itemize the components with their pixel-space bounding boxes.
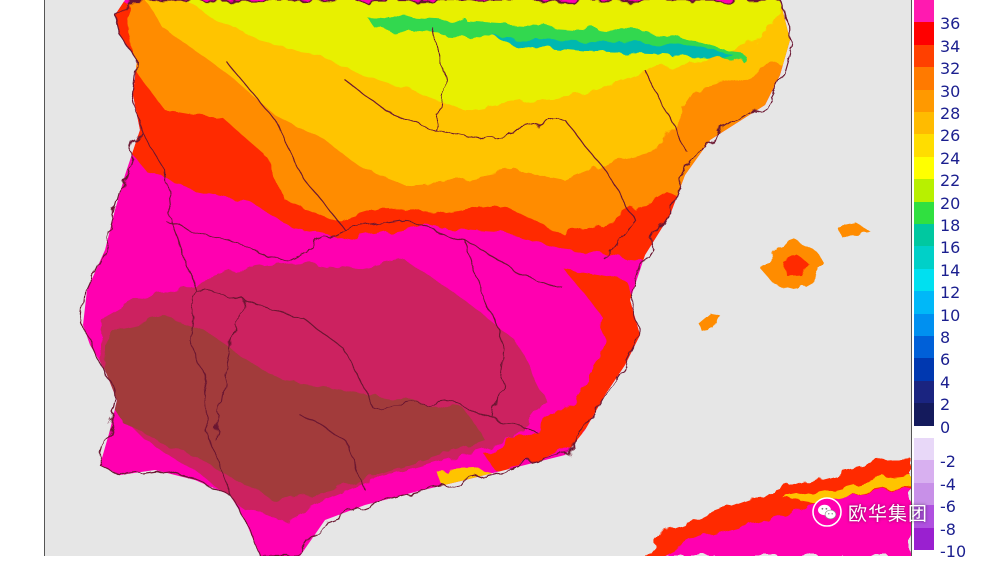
balearic-islands [697, 224, 871, 332]
legend-swatch [914, 22, 934, 45]
legend-label: -8 [940, 519, 956, 539]
legend-label: 36 [940, 14, 961, 34]
legend-label: 24 [940, 148, 961, 168]
legend-swatch [914, 179, 934, 202]
legend-label: 20 [940, 193, 961, 213]
ibiza [697, 312, 721, 332]
border-line [644, 69, 686, 151]
legend-label: 12 [940, 283, 961, 303]
legend-label: -4 [940, 474, 956, 494]
legend-swatch [914, 336, 934, 359]
legend-swatch [914, 268, 934, 292]
legend-label: 18 [940, 216, 961, 235]
legend-label: 4 [940, 372, 951, 392]
legend-swatch [914, 380, 934, 404]
legend-swatch [914, 527, 934, 550]
border-line [224, 59, 346, 231]
border-line [164, 219, 346, 261]
legend-label: 26 [940, 126, 961, 146]
border-line [214, 299, 246, 441]
legend-swatch [914, 0, 934, 23]
legend-swatch [914, 44, 934, 68]
region-borders [139, 29, 686, 496]
coastline [82, 0, 791, 556]
legend-swatch [914, 156, 934, 180]
band-14-pyrenees [495, 38, 735, 60]
legend-swatch [914, 67, 934, 90]
legend-label: -2 [940, 452, 956, 472]
portugal-border [139, 129, 231, 496]
legend-swatch [914, 460, 934, 483]
legend-label: 34 [940, 36, 961, 56]
legend-swatch [914, 438, 934, 461]
wechat-icon [812, 497, 842, 527]
mallorca-core [783, 255, 807, 276]
legend-swatch [914, 482, 934, 506]
band-peak-southwest [105, 318, 485, 500]
legend-swatch [914, 358, 934, 381]
north-africa [645, 458, 911, 556]
legend-swatch [914, 313, 934, 336]
legend-label: -6 [940, 497, 956, 517]
border-line [194, 289, 376, 411]
africa-band-36 [665, 488, 911, 556]
temperature-map [44, 0, 912, 556]
legend-label: 22 [940, 171, 961, 191]
border-line [564, 119, 636, 261]
legend-swatch [914, 89, 934, 112]
legend-label: 32 [940, 59, 961, 79]
map-canvas [45, 0, 911, 556]
legend-swatch [914, 291, 934, 314]
legend-label: 0 [940, 417, 951, 437]
legend-label: 10 [940, 305, 961, 325]
legend-swatch [914, 112, 934, 135]
legend-label: 8 [940, 328, 951, 347]
border-line [434, 29, 446, 131]
temperature-legend: 36 34 32 30 28 26 24 22 20 18 16 14 12 10 8 6 4 2 0 -2 -4 -6-… [914, 0, 990, 561]
watermark: 欧华集团 [812, 495, 928, 529]
legend-label: 2 [940, 395, 951, 415]
africa-band-26 [785, 476, 911, 505]
legend-swatch [914, 134, 934, 157]
border-line [464, 239, 506, 421]
border-line [294, 409, 366, 491]
band-34-southeast-coast [485, 270, 645, 470]
menorca [838, 224, 871, 240]
band-22 [185, 0, 785, 110]
legend-label: 6 [940, 350, 951, 370]
legend-label: 16 [940, 238, 961, 258]
watermark-text: 欧华集团 [848, 502, 929, 525]
legend-swatch [914, 403, 934, 426]
legend-swatch [914, 201, 934, 224]
legend-label: 30 [940, 81, 961, 101]
legend-swatch [914, 246, 934, 269]
legend-label: 28 [940, 104, 961, 123]
legend-swatch [914, 224, 934, 247]
legend-swatch [914, 505, 934, 528]
border-line [374, 399, 536, 431]
legend-label: 14 [940, 260, 961, 280]
legend-label: -10 [940, 542, 967, 561]
